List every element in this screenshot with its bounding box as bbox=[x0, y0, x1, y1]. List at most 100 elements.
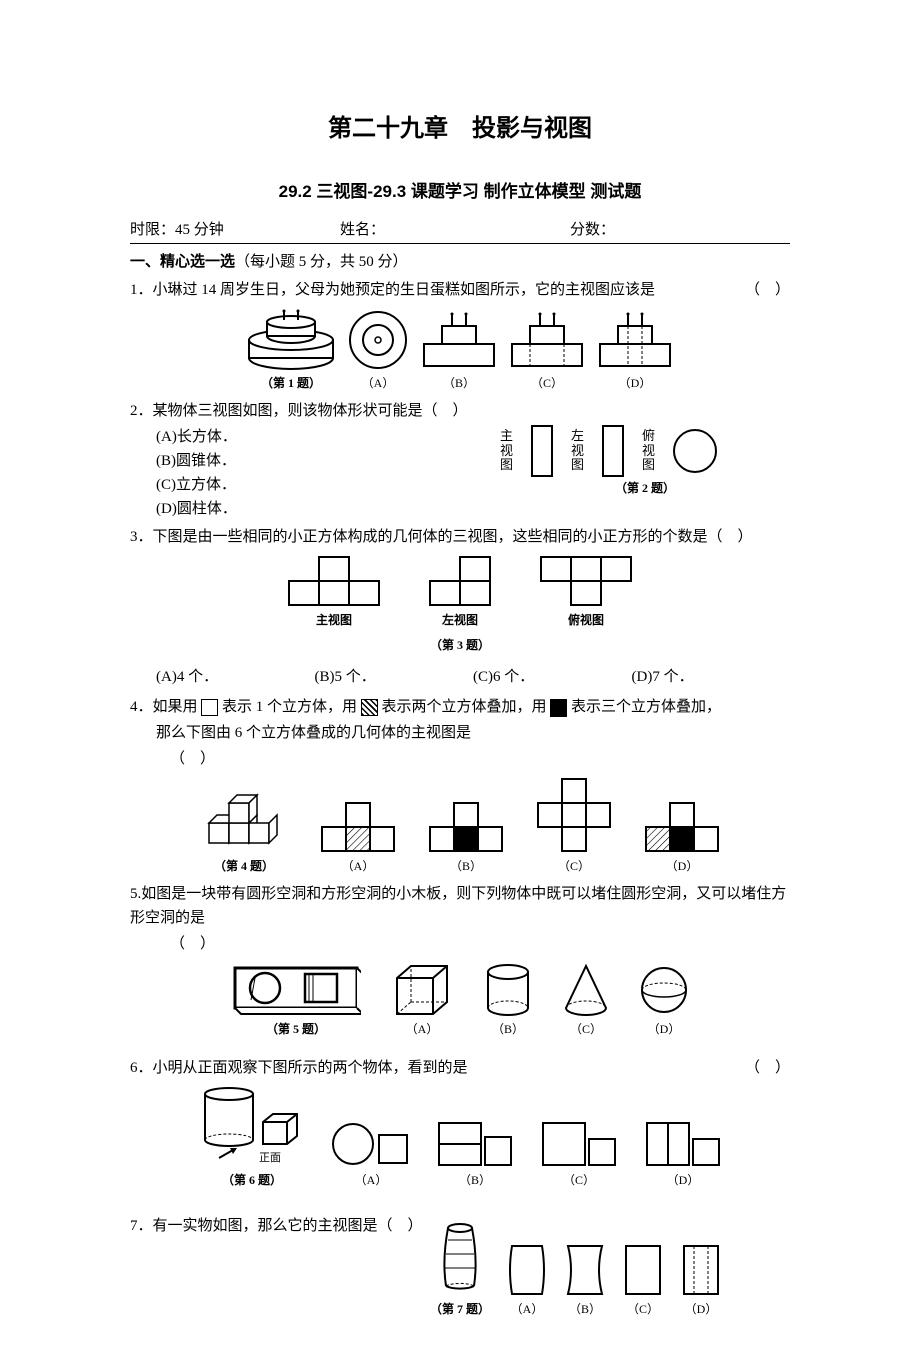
section-1-rest: （每小题 5 分，共 50 分） bbox=[235, 254, 408, 270]
q1-opt-a: （A） bbox=[346, 308, 410, 393]
q4-b: （B） bbox=[427, 799, 505, 876]
q7-a: （A） bbox=[506, 1242, 548, 1319]
q7-text: 7．有一实物如图，那么它的主视图是（ ） bbox=[130, 1214, 430, 1238]
q1-opt-b: （B） bbox=[420, 308, 498, 393]
q4-a: （A） bbox=[319, 799, 397, 876]
q3-top-icon bbox=[536, 555, 636, 609]
chapter-title: 第二十九章 投影与视图 bbox=[130, 110, 790, 148]
q5-c-label: （C） bbox=[570, 1020, 602, 1039]
q7-d: （D） bbox=[680, 1242, 722, 1319]
q2-front-label: 主视图 bbox=[500, 429, 513, 472]
name-label: 姓名： bbox=[340, 218, 570, 242]
q4-paren: （ ） bbox=[130, 747, 790, 771]
square-hatch-icon bbox=[361, 699, 378, 716]
sub-title: 29.2 三视图-29.3 课题学习 制作立体模型 测试题 bbox=[130, 178, 790, 205]
q1-body: 1．小琳过 14 周岁生日，父母为她预定的生日蛋糕如图所示，它的主视图应该是 bbox=[130, 282, 655, 298]
q1-a-label: （A） bbox=[362, 374, 395, 393]
q3-d: (D)7 个． bbox=[632, 665, 791, 689]
q7-wrap: 7．有一实物如图，那么它的主视图是（ ） （第 7 题） bbox=[130, 1214, 790, 1325]
q2-top-label: 俯视图 bbox=[642, 429, 655, 472]
q4-c-label: （C） bbox=[558, 857, 590, 876]
q4-main-cap: （第 4 题） bbox=[214, 857, 274, 876]
q3-left-label: 左视图 bbox=[442, 611, 478, 630]
q2-d: (D)圆柱体． bbox=[156, 497, 500, 521]
square-empty-icon bbox=[201, 699, 218, 716]
q6-main-icon bbox=[197, 1086, 307, 1160]
q7-c-label: （C） bbox=[627, 1300, 659, 1319]
q4-d-icon bbox=[643, 799, 721, 855]
q4-main-icon bbox=[199, 785, 289, 855]
q6-a-label: （A） bbox=[355, 1171, 388, 1190]
q4-t4: 表示三个立方体叠加， bbox=[571, 699, 721, 715]
q5-a-label: （A） bbox=[406, 1020, 439, 1039]
q5-main: （第 5 题） bbox=[231, 962, 361, 1039]
q4-a-icon bbox=[319, 799, 397, 855]
q6-c-icon bbox=[539, 1119, 619, 1169]
q7-d-icon bbox=[680, 1242, 722, 1298]
q7-b-icon bbox=[564, 1242, 606, 1298]
q4-a-label: （A） bbox=[342, 857, 375, 876]
q2-cap: （第 2 题） bbox=[500, 479, 790, 498]
q5-d: （D） bbox=[639, 962, 689, 1039]
q6-main: 正面 （第 6 题） bbox=[197, 1086, 307, 1191]
q3-front: 主视图 bbox=[284, 555, 384, 630]
q7-a-icon bbox=[506, 1242, 548, 1298]
q5-figs: （第 5 题） （A） （B） （C） bbox=[130, 962, 790, 1039]
q2-a: (A)长方体． bbox=[156, 425, 500, 449]
q3-left-icon bbox=[424, 555, 496, 609]
section-1-title: 一、精心选一选（每小题 5 分，共 50 分） bbox=[130, 250, 790, 274]
q1-d-label: （D） bbox=[619, 374, 652, 393]
q4-t2: 表示 1 个立方体，用 bbox=[222, 699, 357, 715]
q6-text: 6．小明从正面观察下图所示的两个物体，看到的是 （ ） bbox=[130, 1056, 790, 1080]
q2-front-shape bbox=[531, 425, 553, 477]
q4-line1: 4．如果用 表示 1 个立方体，用 表示两个立方体叠加，用 表示三个立方体叠加， bbox=[130, 695, 790, 719]
q3-front-icon bbox=[284, 555, 384, 609]
q7-c-icon bbox=[622, 1242, 664, 1298]
q7-d-label: （D） bbox=[685, 1300, 718, 1319]
q4-c: （C） bbox=[535, 777, 613, 876]
q6-c-label: （C） bbox=[563, 1171, 595, 1190]
q1-b-icon bbox=[420, 308, 498, 372]
q5-main-cap: （第 5 题） bbox=[266, 1020, 326, 1039]
q4-t1: 4．如果用 bbox=[130, 699, 198, 715]
score-label: 分数： bbox=[570, 218, 790, 242]
q6-a-icon bbox=[331, 1119, 411, 1169]
q4-line2: 那么下图由 6 个立方体叠成的几何体的主视图是 bbox=[130, 721, 790, 745]
q3-a: (A)4 个． bbox=[156, 665, 315, 689]
q4-c-icon bbox=[535, 777, 613, 855]
q7-a-label: （A） bbox=[511, 1300, 544, 1319]
q6-d-label: （D） bbox=[667, 1171, 700, 1190]
q5-a: （A） bbox=[389, 962, 455, 1039]
section-1-bold: 一、精心选一选 bbox=[130, 254, 235, 270]
q2-body: (A)长方体． (B)圆锥体． (C)立方体． (D)圆柱体． 主视图 左视图 … bbox=[130, 425, 790, 521]
q7-b-label: （B） bbox=[569, 1300, 601, 1319]
q4-d-label: （D） bbox=[666, 857, 699, 876]
q3-c: (C)6 个． bbox=[473, 665, 632, 689]
q6-arrow-label: 正面 bbox=[259, 1150, 281, 1168]
header-row: 时限：45 分钟 姓名： 分数： bbox=[130, 218, 790, 244]
cake-icon bbox=[246, 308, 336, 372]
q1-paren: （ ） bbox=[745, 278, 790, 302]
q5-d-label: （D） bbox=[648, 1020, 681, 1039]
sphere-icon bbox=[639, 962, 689, 1018]
q1-b-label: （B） bbox=[443, 374, 475, 393]
q2-left-shape bbox=[602, 425, 624, 477]
q5-paren: （ ） bbox=[130, 932, 790, 956]
q1-text: 1．小琳过 14 周岁生日，父母为她预定的生日蛋糕如图所示，它的主视图应该是 （… bbox=[130, 278, 790, 302]
cylinder-icon bbox=[483, 962, 533, 1018]
q1-d-icon bbox=[596, 308, 674, 372]
q4-main: （第 4 题） bbox=[199, 785, 289, 876]
q3-cap: （第 3 题） bbox=[130, 636, 790, 655]
q6-body: 6．小明从正面观察下图所示的两个物体，看到的是 bbox=[130, 1060, 468, 1076]
q3-front-label: 主视图 bbox=[316, 611, 352, 630]
q5-text: 5.如图是一块带有圆形空洞和方形空洞的小木板，则下列物体中既可以堵住圆形空洞，又… bbox=[130, 882, 790, 930]
q3-choices: (A)4 个． (B)5 个． (C)6 个． (D)7 个． bbox=[130, 665, 790, 689]
q6-b-icon bbox=[435, 1119, 515, 1169]
q2-left-label: 左视图 bbox=[571, 429, 584, 472]
q1-a-icon bbox=[346, 308, 410, 372]
q5-b-label: （B） bbox=[492, 1020, 524, 1039]
q1-fig-main: （第 1 题） bbox=[246, 308, 336, 393]
q1-opt-d: （D） bbox=[596, 308, 674, 393]
q5-c: （C） bbox=[561, 962, 611, 1039]
q6-c: （C） bbox=[539, 1119, 619, 1190]
